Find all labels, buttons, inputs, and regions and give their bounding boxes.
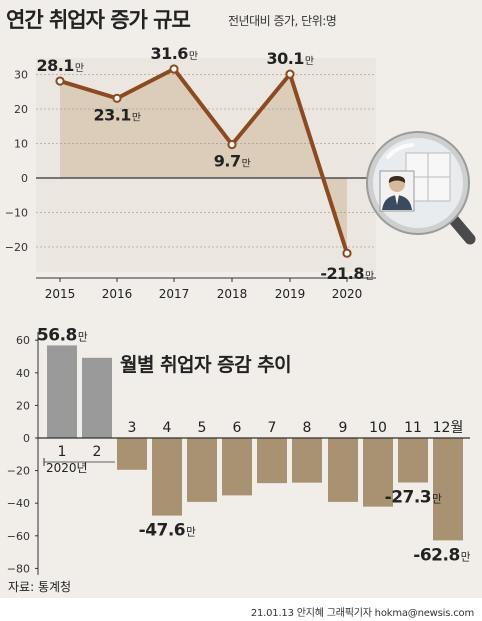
credit-note: 21.01.13 안지혜 그래픽기자 hokma@newsis.com [250,608,474,619]
bar [398,438,428,483]
x-tick-label: 2016 [102,287,133,301]
bar [152,438,182,516]
series-line [58,66,349,256]
y-tick-label: −20 [5,241,28,254]
credit-bar [0,598,482,621]
bar [82,357,112,438]
category-label: 5 [198,420,207,436]
data-point [112,93,122,103]
x-tick-label: 2015 [45,287,76,301]
y-tick-label: −60 [7,530,30,543]
data-label: -27.3만 [385,487,443,507]
bar [363,438,393,507]
magnifying-glass-icon [366,131,476,245]
category-label: 3 [128,420,137,436]
data-label: -21.8만 [320,264,374,283]
y-tick-label: −20 [7,465,30,478]
category-label: 1 [58,444,67,460]
bar [187,438,217,502]
y-tick-label: 10 [14,138,28,151]
bar [328,438,358,502]
data-label: 9.7만 [214,152,251,171]
data-point [342,248,352,258]
annual-line-chart: 30 20 10 0 −10 −20 2015 2016 2017 2018 2019 2020 28.… [5,44,376,301]
category-label: 9 [339,420,348,436]
data-label: -62.8만 [413,545,471,565]
y-tick-label: 0 [23,432,30,445]
lens-glare [386,143,414,159]
data-label: 31.6만 [150,44,197,63]
y-tick-label: 40 [16,367,30,380]
person-icon [379,170,415,212]
annual-chart-subtitle: 전년대비 증가, 단위:명 [228,14,337,28]
y-tick-label: −80 [7,562,30,575]
source-note: 자료: 통계청 [8,580,72,594]
area-fill [60,68,347,254]
bar [433,438,463,541]
data-point [169,64,179,74]
x-tick-label: 2019 [275,287,306,301]
annual-chart-title: 연간 취업자 증가 규모 [6,8,191,32]
y-tick-label: −10 [5,207,28,220]
data-label: 23.1만 [93,105,140,124]
y-tick-label: 60 [16,334,30,347]
data-point [285,69,295,79]
category-label: 10 [369,420,387,436]
bar [292,438,322,483]
y-tick-label: 0 [21,172,28,185]
y-tick-label: 20 [14,103,28,116]
data-point [55,76,65,86]
data-point [227,139,237,150]
y-tick-label: −40 [7,497,30,510]
category-label: 4 [163,420,172,436]
bar [47,345,77,438]
person-shirt [395,195,399,205]
category-label: 7 [268,420,277,436]
y-tick-label: 20 [16,399,30,412]
bar [257,438,287,484]
category-label: 2 [93,444,102,460]
monthly-bar-chart: 60 40 20 0 −20 −40 −60 −80 1 2 3 4 5 6 7 8 9 10 11 12월 2020년… [7,325,472,575]
bar [222,438,252,496]
category-label: 6 [233,420,242,436]
category-label: 11 [404,420,422,436]
x-tick-label: 2017 [159,287,190,301]
data-label: 56.8만 [37,325,88,345]
person-hair [388,176,406,183]
x-tick-label: 2020 [332,287,363,301]
category-label: 12월 [433,420,464,436]
bar [117,438,147,470]
data-label: 30.1만 [266,49,313,68]
data-label: -47.6만 [139,521,197,541]
year-label: 2020년 [46,461,88,475]
monthly-chart-title: 월별 취업자 증감 추이 [120,354,292,376]
data-label: 28.1만 [36,56,83,75]
category-label: 8 [303,420,312,436]
x-tick-label: 2018 [217,287,248,301]
y-tick-label: 30 [14,69,28,82]
